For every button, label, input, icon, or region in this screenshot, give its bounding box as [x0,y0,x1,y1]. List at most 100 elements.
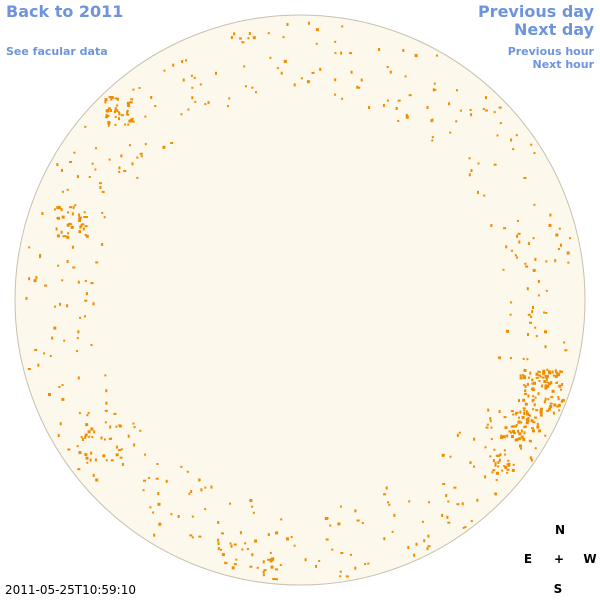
facula-spot [76,337,79,340]
facula-spot [513,432,517,435]
facula-spot [524,389,527,393]
facula-spot [407,546,410,549]
facula-spot [311,71,315,74]
facula-spot [414,54,418,58]
facula-spot [60,230,63,234]
facula-spot [386,66,389,68]
facula-spot [517,219,519,222]
facula-spot [84,453,88,457]
facula-spot [77,280,80,284]
facula-spot [104,421,107,424]
facula-spot [533,152,536,155]
see-facular-data-link[interactable]: See facular data [6,45,108,58]
previous-day-link[interactable]: Previous day [477,2,594,21]
compass-east-label: E [523,552,533,566]
facula-spot [132,422,135,425]
facula-spot [524,392,527,395]
facula-spot [456,503,460,506]
facula-spot [239,531,242,535]
facula-spot [78,216,82,219]
facula-spot [361,522,364,524]
next-day-link[interactable]: Next day [514,20,594,39]
facula-spot [364,563,367,565]
facula-spot [139,429,142,432]
facula-spot [118,449,122,452]
facula-spot [188,492,191,495]
facula-spot [354,509,357,513]
facula-spot [494,461,497,464]
compass-center-icon: + [553,552,565,566]
facula-spot [567,261,570,264]
next-hour-link[interactable]: Next hour [532,58,595,71]
facula-spot [187,108,190,111]
facula-spot [27,368,31,370]
facula-spot [77,376,80,380]
facula-spot [526,412,529,416]
facula-spot [504,453,507,456]
facula-spot [515,424,518,426]
facula-spot [428,501,430,504]
facula-spot [493,163,497,166]
facula-spot [53,326,57,330]
facula-spot [293,544,296,547]
facula-spot [535,372,539,376]
facula-spot [269,551,272,554]
facula-spot [127,123,130,126]
facula-spot [549,213,552,217]
facula-spot [510,431,512,434]
facula-spot [501,469,504,472]
facula-spot [105,401,108,405]
facula-spot [68,222,72,225]
facula-spot [127,434,130,438]
facula-spot [57,205,60,209]
facula-spot [198,535,202,538]
facula-spot [526,358,529,361]
facula-spot [177,515,180,518]
facula-spot [37,363,40,367]
facula-spot [537,374,541,377]
facula-spot [548,382,552,386]
facula-spot [54,305,57,308]
facula-spot [92,302,95,306]
facula-spot [61,168,63,172]
facula-spot [552,374,555,377]
facula-spot [532,408,535,411]
facula-spot [228,97,231,100]
facula-spot [66,260,69,263]
facula-spot [116,104,119,107]
facula-spot [269,560,273,563]
facula-spot [529,371,532,375]
facula-spot [523,368,527,372]
facula-spot [473,465,475,468]
facula-spot [229,502,231,505]
facula-spot [426,547,429,551]
solar-disk [14,14,586,586]
facula-spot [104,374,107,377]
facula-spot [60,208,63,212]
facular-spots [25,21,572,581]
facula-spot [531,378,534,382]
facula-spot [121,462,124,466]
facula-spot [441,513,444,517]
facula-spot [557,398,560,401]
facula-spot [357,86,361,89]
facula-spot [28,277,31,281]
facula-spot [66,223,70,227]
facula-spot [402,48,405,52]
facula-spot [116,109,119,113]
facula-spot [109,425,112,429]
facula-spot [67,448,71,451]
facula-spot [59,302,62,306]
facula-spot [532,237,535,240]
facula-spot [526,418,529,422]
facula-spot [517,232,521,235]
facula-spot [484,475,487,479]
facula-spot [182,78,185,82]
back-to-year-link[interactable]: Back to 2011 [6,2,124,21]
facula-spot [114,116,117,118]
facula-spot [61,279,64,282]
facula-spot [235,558,238,561]
previous-hour-link[interactable]: Previous hour [507,45,594,58]
facula-spot [512,463,515,466]
facula-spot [252,36,256,40]
